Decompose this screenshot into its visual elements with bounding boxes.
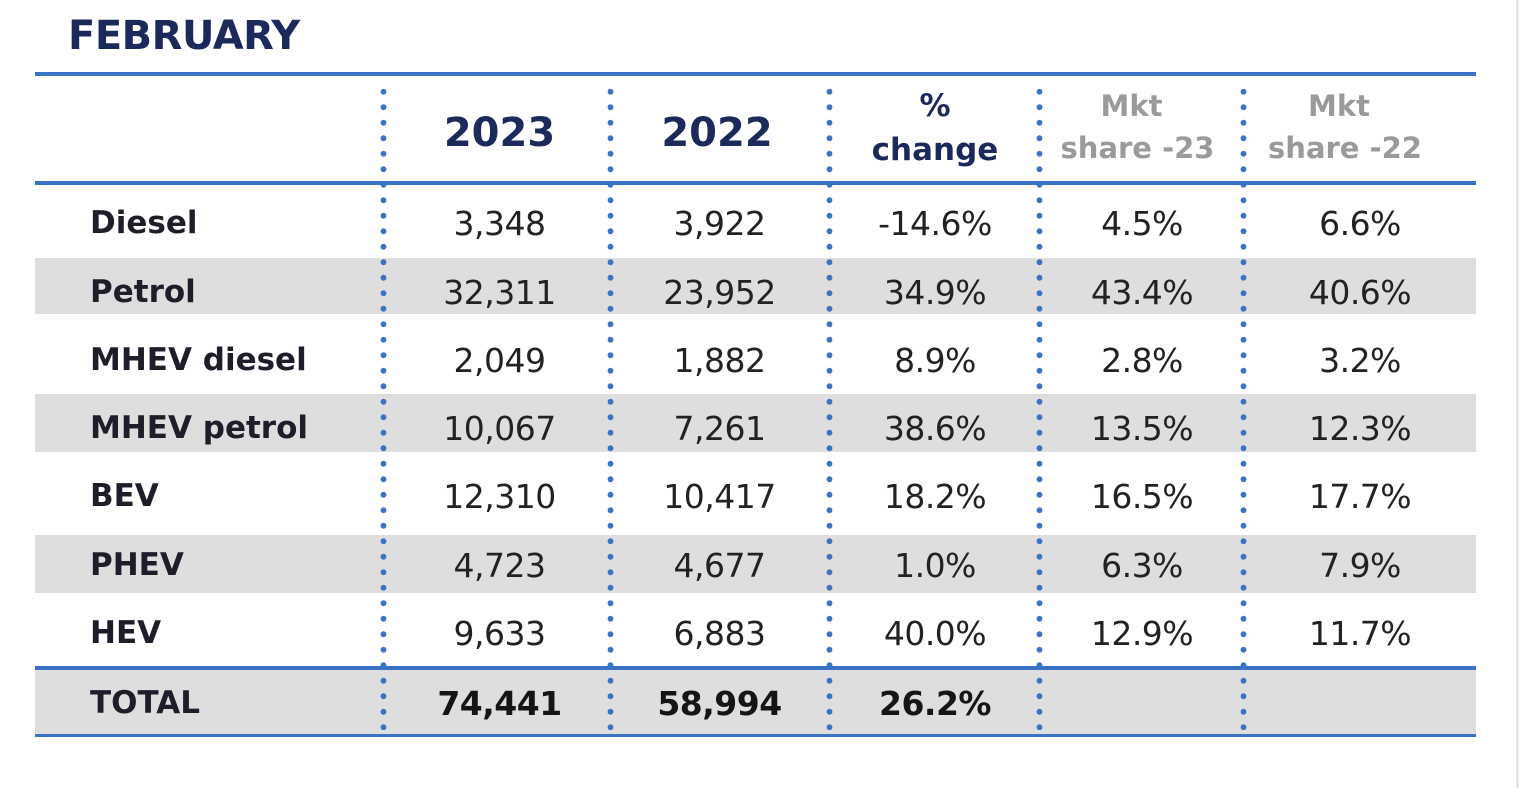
header-bottom-rule xyxy=(35,181,1476,185)
cell-petrol-2023: 32,311 xyxy=(443,273,556,312)
row-label-mhev-petrol: MHEV petrol xyxy=(90,410,308,446)
header-mkt-share-22-line2: share -22 xyxy=(1268,131,1422,165)
cell-bev-2022: 10,417 xyxy=(663,477,776,516)
cell-total-2023: 74,441 xyxy=(437,684,562,723)
table-bottom-rule xyxy=(35,734,1476,737)
row-label-petrol: Petrol xyxy=(90,274,196,310)
cell-phev-2022: 4,677 xyxy=(673,546,766,585)
cell-phev-change: 1.0% xyxy=(894,546,976,585)
header-mkt-share-22: Mkt share -22 xyxy=(1245,85,1445,169)
row-label-phev: PHEV xyxy=(90,547,184,583)
header-mkt-share-23-line1: Mkt xyxy=(1100,89,1163,123)
cell-hev-2023: 9,633 xyxy=(453,614,546,653)
cell-diesel-2023: 3,348 xyxy=(453,204,546,243)
header-mkt-share-22-line1: Mkt xyxy=(1307,89,1370,123)
row-label-mhev-diesel: MHEV diesel xyxy=(90,342,307,378)
column-divider-3 xyxy=(826,80,833,730)
table-top-rule xyxy=(35,72,1476,76)
cell-mhev-diesel-share23: 2.8% xyxy=(1101,341,1183,380)
cell-phev-share22: 7.9% xyxy=(1319,546,1401,585)
page-edge xyxy=(1516,0,1519,788)
row-band-total xyxy=(35,670,1476,734)
header-percent-change-line2: change xyxy=(871,132,999,168)
header-percent-change: % change xyxy=(835,84,1035,172)
cell-petrol-share23: 43.4% xyxy=(1090,273,1194,312)
row-label-total: TOTAL xyxy=(90,685,200,721)
cell-mhev-petrol-2022: 7,261 xyxy=(673,409,766,448)
cell-mhev-petrol-2023: 10,067 xyxy=(443,409,556,448)
cell-mhev-petrol-change: 38.6% xyxy=(883,409,987,448)
column-divider-1 xyxy=(380,80,387,730)
header-2022: 2022 xyxy=(661,110,773,156)
cell-diesel-share23: 4.5% xyxy=(1101,204,1183,243)
cell-petrol-change: 34.9% xyxy=(883,273,987,312)
cell-hev-2022: 6,883 xyxy=(673,614,766,653)
cell-mhev-diesel-2022: 1,882 xyxy=(673,341,766,380)
cell-bev-share22: 17.7% xyxy=(1308,477,1412,516)
row-label-hev: HEV xyxy=(90,615,162,651)
cell-diesel-2022: 3,922 xyxy=(673,204,766,243)
cell-diesel-change: -14.6% xyxy=(878,204,992,243)
row-band-mhev-petrol xyxy=(35,394,1476,452)
header-percent-change-line1: % xyxy=(919,88,951,124)
cell-mhev-petrol-share23: 13.5% xyxy=(1090,409,1194,448)
header-mkt-share-23-line2: share -23 xyxy=(1060,131,1215,165)
cell-bev-2023: 12,310 xyxy=(443,477,556,516)
cell-hev-share23: 12.9% xyxy=(1090,614,1194,653)
cell-diesel-share22: 6.6% xyxy=(1319,204,1401,243)
cell-mhev-petrol-share22: 12.3% xyxy=(1308,409,1412,448)
row-band-phev xyxy=(35,535,1476,593)
cell-total-change: 26.2% xyxy=(879,684,992,723)
header-mkt-share-23: Mkt share -23 xyxy=(1040,85,1235,169)
row-band-petrol xyxy=(35,258,1476,314)
cell-phev-share23: 6.3% xyxy=(1101,546,1183,585)
cell-mhev-diesel-share22: 3.2% xyxy=(1319,341,1401,380)
header-2023: 2023 xyxy=(443,110,556,156)
cell-hev-share22: 11.7% xyxy=(1308,614,1412,653)
cell-hev-change: 40.0% xyxy=(883,614,987,653)
cell-mhev-diesel-change: 8.9% xyxy=(894,341,976,380)
row-label-bev: BEV xyxy=(90,478,159,514)
column-divider-2 xyxy=(607,80,614,730)
total-top-rule xyxy=(35,666,1476,670)
cell-mhev-diesel-2023: 2,049 xyxy=(453,341,546,380)
column-divider-4 xyxy=(1036,80,1043,730)
cell-petrol-2022: 23,952 xyxy=(663,273,776,312)
cell-bev-change: 18.2% xyxy=(883,477,987,516)
column-divider-5 xyxy=(1240,80,1247,730)
page-title: FEBRUARY xyxy=(68,13,300,59)
cell-phev-2023: 4,723 xyxy=(453,546,546,585)
row-label-diesel: Diesel xyxy=(90,205,198,241)
cell-bev-share23: 16.5% xyxy=(1090,477,1194,516)
cell-petrol-share22: 40.6% xyxy=(1308,273,1412,312)
cell-total-2022: 58,994 xyxy=(657,684,782,723)
